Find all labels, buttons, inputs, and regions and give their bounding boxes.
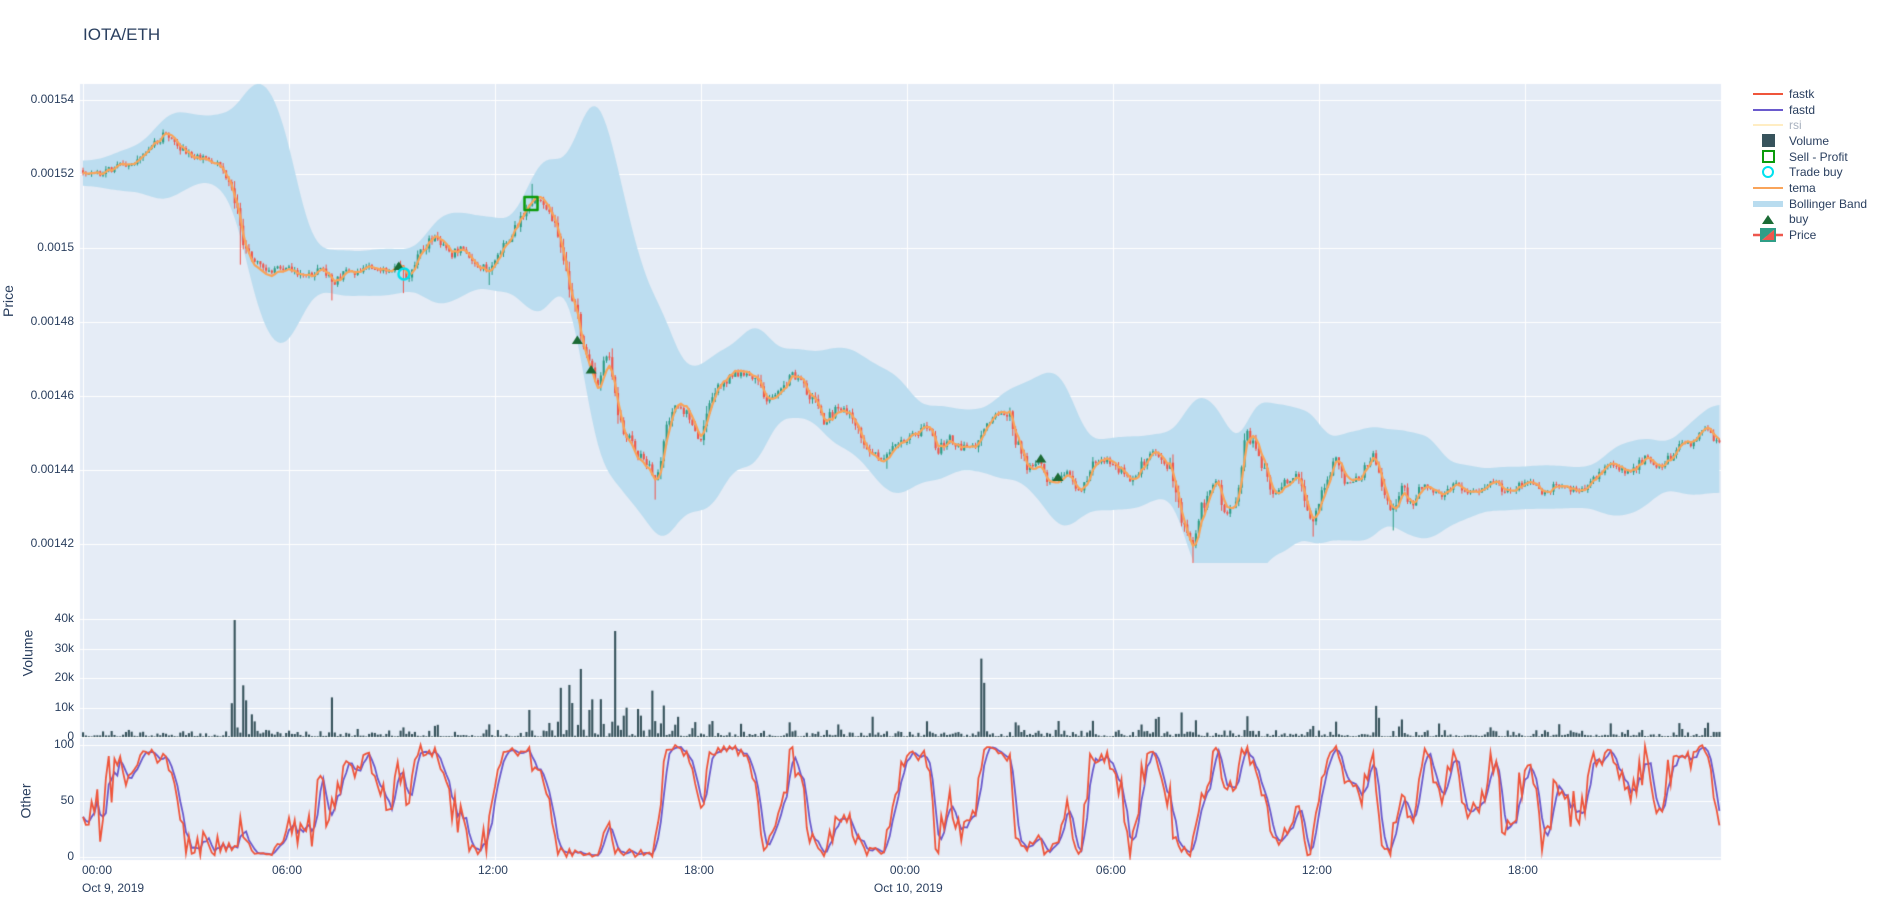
- chart-title: IOTA/ETH: [83, 25, 161, 44]
- tema-legend-icon: [1752, 186, 1784, 189]
- x-tick-label: 12:00: [1301, 863, 1332, 877]
- price-tick-label: 0.00144: [30, 462, 74, 476]
- x-tick-label: 06:00: [1095, 863, 1126, 877]
- legend: fastk fastd rsi Volume Sell - Profit Trade bu…: [1752, 86, 1867, 243]
- price-tick-label: 0.00146: [30, 388, 74, 402]
- price-tick-label: 0.0015: [37, 240, 74, 254]
- price-legend-icon: [1752, 228, 1784, 243]
- x-tick-label: 00:00: [82, 863, 113, 877]
- legend-item-label: Price: [1789, 228, 1817, 243]
- sell-profit-legend-icon: [1752, 150, 1784, 164]
- legend-item-tema[interactable]: tema: [1752, 180, 1867, 196]
- price-tick-label: 0.00148: [30, 314, 74, 328]
- x-date-label: Oct 9, 2019: [82, 881, 145, 895]
- other-tick-label: 100: [53, 737, 74, 751]
- legend-item-label: Trade buy: [1789, 165, 1843, 180]
- x-tick-label: 18:00: [1507, 863, 1538, 877]
- legend-item-fastd[interactable]: fastd: [1752, 102, 1867, 118]
- trade-buy-legend-icon: [1752, 166, 1784, 179]
- x-tick-label: 18:00: [683, 863, 714, 877]
- price-tick-label: 0.00152: [30, 166, 74, 180]
- volume-legend-icon: [1752, 134, 1784, 148]
- legend-item-rsi[interactable]: rsi: [1752, 117, 1867, 133]
- bollinger-band-legend-icon: [1752, 200, 1784, 207]
- legend-item-buy[interactable]: buy: [1752, 212, 1867, 228]
- volume-tick-label: 20k: [54, 670, 74, 684]
- price-axis-title: Price: [0, 285, 16, 317]
- volume-tick-label: 40k: [54, 611, 74, 625]
- x-tick-label: 12:00: [477, 863, 508, 877]
- legend-item-volume[interactable]: Volume: [1752, 133, 1867, 149]
- legend-item-label: Bollinger Band: [1789, 196, 1868, 211]
- legend-item-label: rsi: [1789, 118, 1802, 133]
- legend-item-label: fastk: [1789, 86, 1815, 101]
- x-tick-label: 00:00: [889, 863, 920, 877]
- legend-item-label: fastd: [1789, 102, 1816, 117]
- legend-item-fastk[interactable]: fastk: [1752, 86, 1867, 102]
- volume-tick-label: 30k: [54, 640, 74, 655]
- legend-item-label: Sell - Profit: [1789, 149, 1848, 164]
- volume-tick-label: 0: [67, 729, 74, 743]
- legend-item-sell-profit[interactable]: Sell - Profit: [1752, 149, 1867, 165]
- other-tick-label: 0: [67, 849, 74, 863]
- price-tick-label: 0.00142: [30, 536, 74, 550]
- legend-item-price[interactable]: Price: [1752, 227, 1867, 243]
- price-tick-label: 0.00154: [30, 92, 74, 106]
- x-date-label: Oct 10, 2019: [873, 881, 943, 895]
- other-tick-label: 50: [60, 793, 74, 807]
- legend-item-label: tema: [1789, 180, 1816, 195]
- legend-item-label: Volume: [1789, 133, 1830, 148]
- buy-legend-icon: [1752, 214, 1784, 224]
- rsi-legend-icon: [1752, 124, 1784, 127]
- legend-item-trade-buy[interactable]: Trade buy: [1752, 164, 1867, 180]
- legend-item-bollinger-band[interactable]: Bollinger Band: [1752, 196, 1867, 212]
- legend-item-label: buy: [1789, 212, 1809, 227]
- volume-tick-label: 10k: [54, 699, 74, 714]
- fastd-legend-icon: [1752, 108, 1784, 111]
- x-tick-label: 06:00: [271, 863, 302, 877]
- fastk-legend-icon: [1752, 92, 1784, 95]
